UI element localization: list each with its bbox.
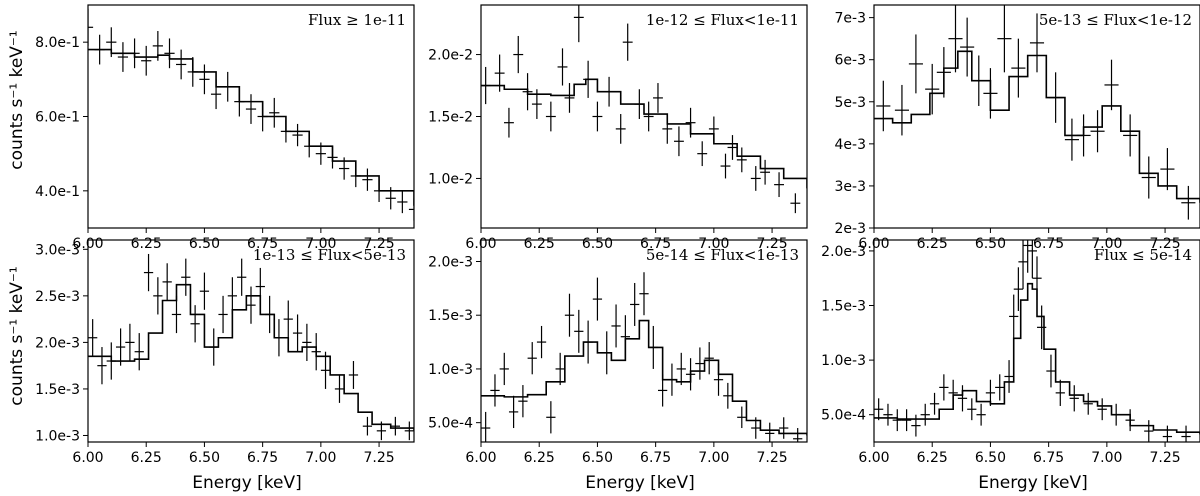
y-tick-label: 2e-3 xyxy=(835,221,866,237)
model-step-line xyxy=(874,50,1200,203)
y-tick-label: 6.0e-1 xyxy=(35,110,80,126)
x-tick-label: 7.25 xyxy=(756,450,787,466)
model-step-line xyxy=(874,282,1200,435)
panel-3: 6.00 6.25 6.50 6.75 7.00 7.252e-33e-34e-35e-3… xyxy=(835,4,1200,252)
x-tick-label: 6.25 xyxy=(524,236,555,252)
x-axis-label-right: Energy [keV] xyxy=(978,473,1088,493)
y-tick-label: 2.0e-2 xyxy=(428,48,473,64)
panel-1: 6.00 6.25 6.50 6.75 7.00 7.254.0e-16.0e-18.0e… xyxy=(35,4,415,252)
panel-data xyxy=(874,240,1200,442)
x-tick-label: 6.25 xyxy=(131,450,162,466)
x-tick-label: 6.00 xyxy=(72,450,103,466)
panel-data xyxy=(481,272,807,442)
panel-data xyxy=(88,253,414,441)
x-tick-label: 7.00 xyxy=(305,450,336,466)
y-tick-label: 4e-3 xyxy=(835,137,866,153)
y-tick-label: 8.0e-1 xyxy=(35,35,80,51)
y-tick-label: 1.5e-3 xyxy=(35,382,80,398)
panel-frame xyxy=(873,239,1200,443)
x-tick-label: 6.00 xyxy=(465,450,496,466)
y-tick-label: 6e-3 xyxy=(835,53,866,69)
panel-title: Flux ≤ 5e-14 xyxy=(1094,246,1192,264)
x-axis-label-middle: Energy [keV] xyxy=(585,473,695,493)
model-step-line xyxy=(481,78,807,189)
y-tick-label: 1.5e-2 xyxy=(428,110,473,126)
y-tick-label: 2.0e-3 xyxy=(35,335,80,351)
y-tick-label: 4.0e-1 xyxy=(35,184,80,200)
panel-5: 6.00 6.25 6.50 6.75 7.00 7.25 5.0e-4 1.0e-3 1.5e… xyxy=(428,239,808,466)
x-tick-label: 7.00 xyxy=(1091,450,1122,466)
y-tick-label: 1.0e-3 xyxy=(35,428,80,444)
y-tick-label: 2.0e-3 xyxy=(821,244,866,260)
y-tick-label: 1.0e-3 xyxy=(821,353,866,369)
x-tick-label: 6.50 xyxy=(975,450,1006,466)
panel-frame xyxy=(873,4,1200,229)
model-step-line xyxy=(88,48,414,206)
x-tick-label: 6.50 xyxy=(189,450,220,466)
y-tick-label: 1.5e-3 xyxy=(428,308,473,324)
x-tick-label: 6.25 xyxy=(917,450,948,466)
panel-2: 6.00 6.25 6.50 6.75 7.00 7.251.0e-21.5e-22.0e… xyxy=(428,4,808,252)
panel-title: 5e-14 ≤ Flux<1e-13 xyxy=(646,246,799,264)
y-tick-label: 1.5e-3 xyxy=(821,299,866,315)
y-tick-label: 7e-3 xyxy=(835,11,866,27)
panel-data xyxy=(874,5,1200,220)
panel-4: 6.00 6.25 6.50 6.75 7.00 7.25 1.0e-3 1.5e-3 2.0e… xyxy=(35,239,415,466)
x-tick-label: 6.50 xyxy=(582,450,613,466)
y-tick-label: 5.0e-4 xyxy=(821,408,866,424)
x-tick-label: 6.25 xyxy=(524,450,555,466)
panel-title: 1e-12 ≤ Flux<1e-11 xyxy=(646,11,799,29)
y-tick-label: 1.0e-3 xyxy=(428,362,473,378)
y-tick-label: 5e-3 xyxy=(835,95,866,111)
y-tick-label: 2.5e-3 xyxy=(35,289,80,305)
x-tick-label: 6.25 xyxy=(917,236,948,252)
x-tick-label: 7.25 xyxy=(1149,450,1180,466)
x-tick-label: 6.00 xyxy=(858,450,889,466)
y-axis-label-top: counts s⁻¹ keV⁻¹ xyxy=(7,30,27,169)
model-step-line xyxy=(481,319,807,436)
x-tick-label: 7.25 xyxy=(363,450,394,466)
panel-title: Flux ≥ 1e-11 xyxy=(308,11,406,29)
panels-group: 6.00 6.25 6.50 6.75 7.00 7.25 4.0e-1 6.0e-1 8.0e… xyxy=(35,4,1200,466)
x-axis-label-left: Energy [keV] xyxy=(192,473,302,493)
y-axis-label-bottom: counts s⁻¹ keV⁻¹ xyxy=(7,266,27,405)
panel-6: 6.00 6.25 6.50 6.75 7.00 7.25 5.0e-4 1.0e-3 1.5e… xyxy=(821,239,1200,466)
y-tick-label: 3.0e-3 xyxy=(35,242,80,258)
x-tick-label: 7.00 xyxy=(698,450,729,466)
x-tick-label: 6.75 xyxy=(247,450,278,466)
x-tick-label: 6.50 xyxy=(582,236,613,252)
panel-title: 5e-13 ≤ Flux<1e-12 xyxy=(1039,11,1192,29)
panel-data xyxy=(88,8,414,221)
x-tick-label: 6.50 xyxy=(189,236,220,252)
panel-frame xyxy=(480,239,808,443)
x-tick-label: 6.50 xyxy=(975,236,1006,252)
x-tick-label: 6.25 xyxy=(131,236,162,252)
panel-frame xyxy=(87,239,415,443)
y-tick-label: 2.0e-3 xyxy=(428,254,473,270)
x-tick-label: 6.75 xyxy=(1033,236,1064,252)
y-tick-label: 5.0e-4 xyxy=(428,416,473,432)
panel-title: 1e-13 ≤ Flux<5e-13 xyxy=(253,246,406,264)
x-tick-label: 6.75 xyxy=(640,450,671,466)
y-tick-label: 3e-3 xyxy=(835,179,866,195)
panel-data xyxy=(481,5,807,214)
y-tick-label: 1.0e-2 xyxy=(428,171,473,187)
x-tick-label: 6.75 xyxy=(1033,450,1064,466)
